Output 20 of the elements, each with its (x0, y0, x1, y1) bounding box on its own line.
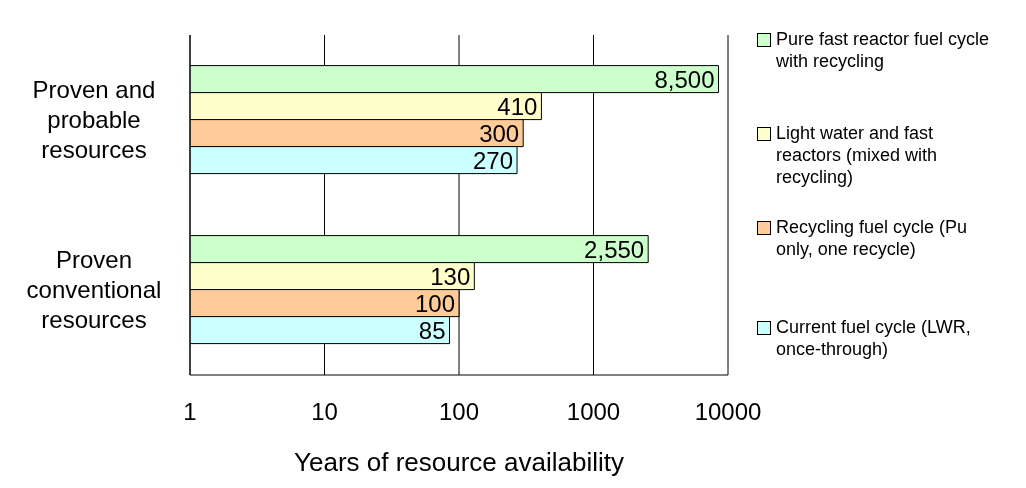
x-tick-label: 1 (183, 398, 197, 426)
data-label: 85 (418, 316, 446, 344)
y-tick-label: Proven conventional resources (26, 246, 162, 333)
x-tick-label: 10000 (694, 398, 762, 426)
data-label: 8,500 (654, 65, 715, 93)
data-label: 410 (497, 92, 538, 120)
legend-label: Recycling fuel cycle (Pu only, one recycle) (776, 216, 969, 260)
x-tick-label: 1000 (566, 398, 621, 426)
data-label: 2,550 (584, 235, 645, 263)
data-label: 300 (479, 119, 520, 147)
y-tick-label: Proven and probable resources (32, 76, 156, 163)
data-label: 100 (414, 289, 455, 317)
legend-label: Light water and fast reactors (mixed with recycling) (776, 122, 939, 188)
x-tick-label: 10 (311, 398, 338, 426)
data-label: 270 (472, 146, 514, 174)
x-tick-label: 100 (438, 398, 480, 426)
data-label: 130 (430, 262, 471, 290)
legend-label: Pure fast reactor fuel cycle with recycling (776, 28, 991, 72)
x-axis-title: Years of resource availability (294, 447, 624, 477)
legend-label: Current fuel cycle (LWR, once-through) (776, 316, 972, 360)
